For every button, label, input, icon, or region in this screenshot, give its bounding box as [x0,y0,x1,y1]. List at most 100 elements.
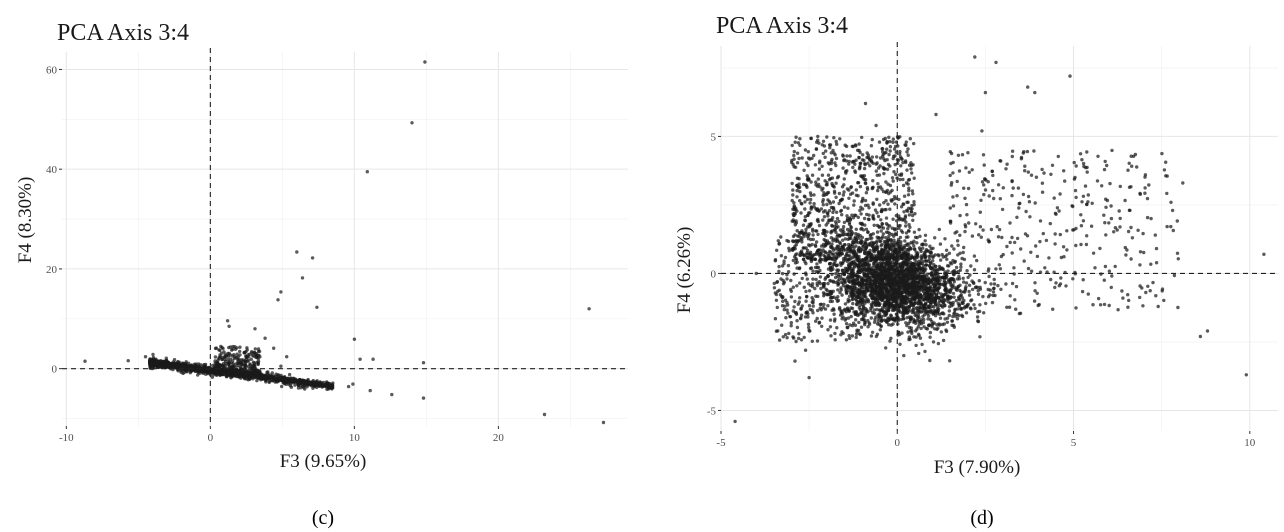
cluster-point [218,353,222,357]
cluster-point [864,311,868,315]
points-d [733,55,1266,424]
cluster-point [916,251,920,255]
cluster-point [860,226,864,231]
cluster-point [936,341,941,346]
cluster-point [835,244,839,248]
data-point-c-34 [272,346,276,350]
cluster-point [889,282,893,287]
cluster-point [222,365,226,369]
cluster-point [872,308,877,312]
cluster-point [862,166,867,171]
cluster-point [300,379,304,383]
cluster-point [914,343,918,348]
cluster-point [931,312,935,316]
cluster-point [835,299,840,303]
cluster-point [892,234,896,238]
cluster-point [870,137,874,142]
data-point-c-13 [352,337,357,341]
cluster-point [910,310,914,315]
cluster-point [164,360,168,364]
cluster-point [943,298,947,302]
cluster-point [871,268,875,272]
cluster-point [940,266,944,270]
cluster-point [951,314,955,319]
cluster-point [962,306,967,310]
cluster-point [957,313,961,318]
cluster-point [848,154,852,158]
cluster-point [858,257,862,261]
cluster-point [917,300,921,304]
cluster-point [945,257,949,261]
cluster-point [918,277,922,281]
cluster-point [888,339,892,343]
cluster-point [943,317,947,321]
cluster-point [825,183,829,187]
data-point-c-19 [542,412,547,417]
cluster-point [910,189,915,193]
cluster-point [845,227,850,232]
cluster-point [861,279,865,283]
cluster-point [857,167,862,171]
cluster-point [821,203,825,207]
cluster-point [939,258,943,262]
cluster-point [249,357,253,361]
cluster-point [914,329,918,333]
data-point-c-25 [358,357,362,361]
cluster-point [809,237,813,242]
data-point-c-4 [310,256,315,260]
cluster-point [928,358,932,363]
cluster-point [880,222,884,226]
cluster-point [889,274,893,278]
cluster-point [904,231,909,235]
cluster-point [841,166,845,170]
cluster-point [875,197,879,201]
cluster-point [866,230,870,234]
cluster-point [814,229,818,233]
cluster-point [279,378,283,382]
cluster-point [917,315,921,320]
cluster-point [821,218,825,222]
cluster-point [872,223,876,227]
panel-label-c: (c) [312,507,334,529]
cluster-point [806,225,810,229]
cluster-point [901,311,905,316]
cluster-point [892,275,897,279]
cluster-point [845,154,849,158]
cluster-point [790,181,794,186]
cluster-point [801,182,806,187]
cluster-point [923,239,927,243]
cluster-point [899,164,903,168]
cluster-point [223,372,228,376]
cluster-point [915,309,920,313]
cluster-point [901,177,905,182]
cluster-point [889,303,894,307]
cluster-point [884,216,889,220]
cluster-point [960,256,964,261]
cluster-point [906,229,911,233]
cluster-point [910,203,914,208]
cluster-point [314,380,318,384]
cluster-point [903,239,907,243]
cluster-point [794,219,798,223]
cluster-point [908,137,912,141]
cluster-point [917,227,921,232]
cluster-point [834,163,838,168]
cluster-point [840,293,844,297]
cluster-point [885,147,889,151]
cluster-point [935,287,939,291]
cluster-point [910,213,915,218]
cluster-point [889,267,893,271]
cluster-point [902,260,906,264]
cluster-point [179,370,183,374]
cluster-point [906,291,910,295]
cluster-point [886,242,890,246]
data-point-c-2 [365,170,369,174]
cluster-point [891,217,895,221]
cluster-point [885,267,890,272]
cluster-point [800,156,804,160]
cluster-point [909,329,913,333]
cluster-point [883,305,887,309]
data-point-c-0 [423,60,427,64]
cluster-point [157,360,161,364]
cluster-point [869,290,873,294]
